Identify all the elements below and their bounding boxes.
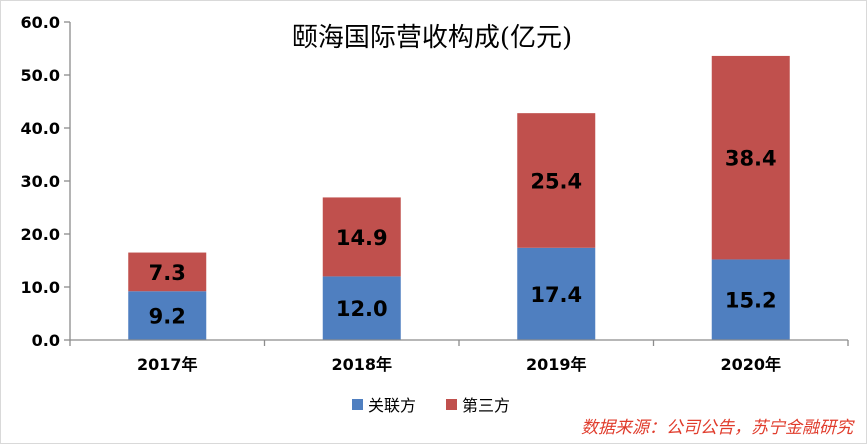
bar-segment [128, 252, 207, 292]
data-label: 14.9 [336, 226, 388, 250]
data-label: 12.0 [336, 297, 388, 321]
bar-segment [322, 276, 401, 340]
bars-group: 9.2 7.3 12.0 14.9 17.4 25.4 15.2 38.4 [128, 55, 790, 340]
y-tick-label: 60.0 [21, 13, 60, 32]
bar-segment [517, 113, 596, 248]
y-tick-label: 20.0 [21, 225, 60, 244]
y-tick-label: 30.0 [21, 172, 60, 191]
bar-segment [711, 259, 790, 340]
legend-swatch [352, 399, 363, 410]
legend-swatch [446, 399, 457, 410]
source-note: 数据来源：公司公告，苏宁金融研究 [581, 418, 853, 438]
data-label: 25.4 [530, 169, 582, 193]
y-tick-label: 40.0 [21, 119, 60, 138]
y-tick-label: 0.0 [32, 331, 60, 350]
data-label: 17.4 [530, 283, 582, 307]
x-axis: 2017年 2018年 2019年 2020年 [69, 339, 849, 374]
legend: 关联方 第三方 [352, 396, 510, 415]
bar-segment [322, 197, 401, 277]
data-label: 7.3 [149, 261, 186, 285]
data-label: 38.4 [725, 147, 777, 171]
legend-label: 关联方 [368, 396, 416, 415]
x-tick-label: 2018年 [331, 355, 392, 374]
x-tick-label: 2017年 [137, 355, 198, 374]
y-tick-label: 10.0 [21, 278, 60, 297]
data-label: 9.2 [149, 305, 186, 329]
x-tick-label: 2019年 [526, 355, 587, 374]
chart-title: 颐海国际营收构成(亿元) [292, 23, 572, 53]
y-axis: 0.0 10.0 20.0 30.0 40.0 50.0 60.0 [21, 13, 71, 350]
bar-segment [128, 291, 207, 340]
y-tick-label: 50.0 [21, 66, 60, 85]
x-tick-label: 2020年 [720, 355, 781, 374]
legend-label: 第三方 [462, 396, 510, 415]
bar-segment [517, 247, 596, 340]
bar-segment [711, 55, 790, 260]
data-label: 15.2 [725, 289, 777, 313]
